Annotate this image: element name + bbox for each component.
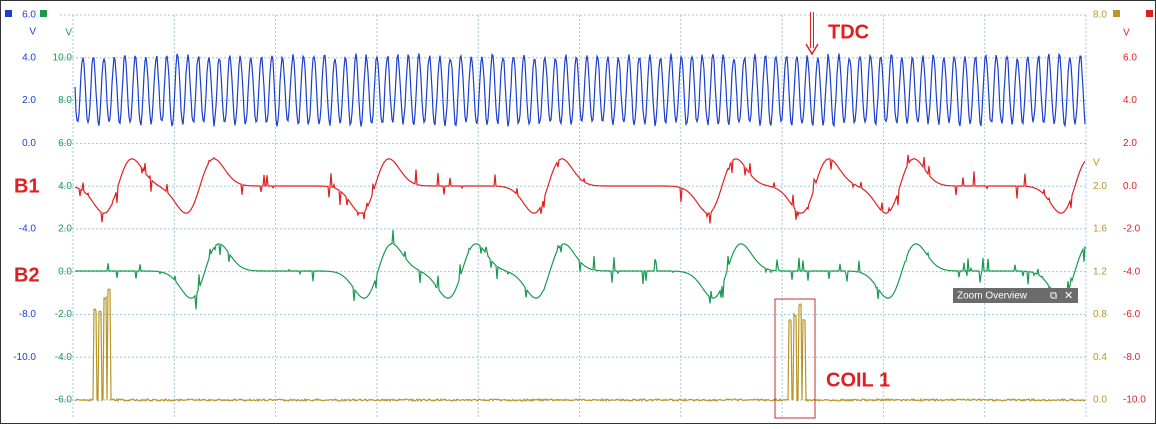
axis-tick-label: 0.0	[1093, 395, 1107, 406]
axis-tick-label: 2.0	[1093, 181, 1107, 192]
axis-unit: V	[1123, 28, 1130, 39]
channel-a-marker[interactable]	[5, 10, 12, 17]
coil-box	[774, 298, 816, 419]
waveform	[75, 229, 1086, 310]
axis-tick-label: 10.0	[53, 52, 73, 63]
axis-tick-label: -4.0	[19, 224, 37, 235]
waveform	[74, 154, 1086, 224]
axis-tick-label: -4.0	[55, 352, 73, 363]
axis-unit: V	[29, 27, 36, 38]
axis-tick-label: -6.0	[1123, 309, 1141, 320]
waveform	[74, 288, 1086, 403]
axis-tick-label: -8.0	[19, 309, 37, 320]
axis-tick-label: 2.0	[1123, 138, 1137, 149]
axis-tick-label: 6.0	[58, 138, 72, 149]
waveforms	[74, 52, 1086, 403]
channel-d-marker[interactable]	[1146, 10, 1153, 17]
channel-b-marker[interactable]	[40, 10, 47, 17]
axis-labels: V 6.0 4.0 2.0 0.0 -4.0 -8.0 -10.0 V 10.0 8.0 6.0 4.0…	[13, 10, 1146, 406]
axis-tick-label: 1.2	[1093, 266, 1107, 277]
axis-tick-label: 0.0	[1123, 181, 1137, 192]
tdc-label: TDC	[828, 21, 869, 43]
axis-tick-label: -6.0	[55, 395, 73, 406]
axis-tick-label: 0.8	[1093, 309, 1107, 320]
zoom-window-title: Zoom Overview	[957, 291, 1028, 302]
axis-unit: V	[65, 28, 72, 39]
b1-label: B1	[14, 175, 40, 197]
axis-tick-label: -8.0	[1123, 352, 1141, 363]
axis-tick-label: 4.0	[1123, 95, 1137, 106]
axis-tick-label: -2.0	[55, 309, 73, 320]
waveform	[74, 52, 1086, 128]
axis-tick-label: -10.0	[13, 352, 36, 363]
axis-tick-label: 4.0	[58, 181, 72, 192]
tdc-arrow-head	[805, 43, 819, 56]
axis-tick-label: -10.0	[1123, 395, 1146, 406]
axis-tick-label: 0.4	[1093, 352, 1107, 363]
axis-tick-label: 0.0	[58, 266, 72, 277]
channel-c-marker[interactable]	[1113, 10, 1120, 17]
b2-label: B2	[14, 264, 40, 286]
axis-tick-label: -4.0	[1123, 266, 1141, 277]
axis-top-label: 8.0	[1093, 10, 1107, 21]
axis-tick-label: 1.6	[1093, 224, 1107, 235]
axis-tick-label: 6.0	[1123, 52, 1137, 63]
zoom-window-restore[interactable]: ⧉	[1050, 291, 1057, 302]
axis-tick-label: 2.0	[58, 224, 72, 235]
zoom-window-close[interactable]: ✕	[1064, 290, 1073, 302]
axis-tick-label: 6.0	[22, 10, 36, 21]
axis-tick-label: 2.0	[22, 95, 36, 106]
grid	[60, 14, 1088, 418]
axis-tick-label: 4.0	[22, 52, 36, 63]
axis-unit: V	[1093, 158, 1100, 169]
zoom-window-bar[interactable]	[953, 288, 1078, 303]
axis-tick-label: 0.0	[22, 138, 36, 149]
axis-tick-label: 8.0	[58, 95, 72, 106]
axis-tick-label: -2.0	[1123, 224, 1141, 235]
coil-label: COIL 1	[826, 369, 890, 391]
